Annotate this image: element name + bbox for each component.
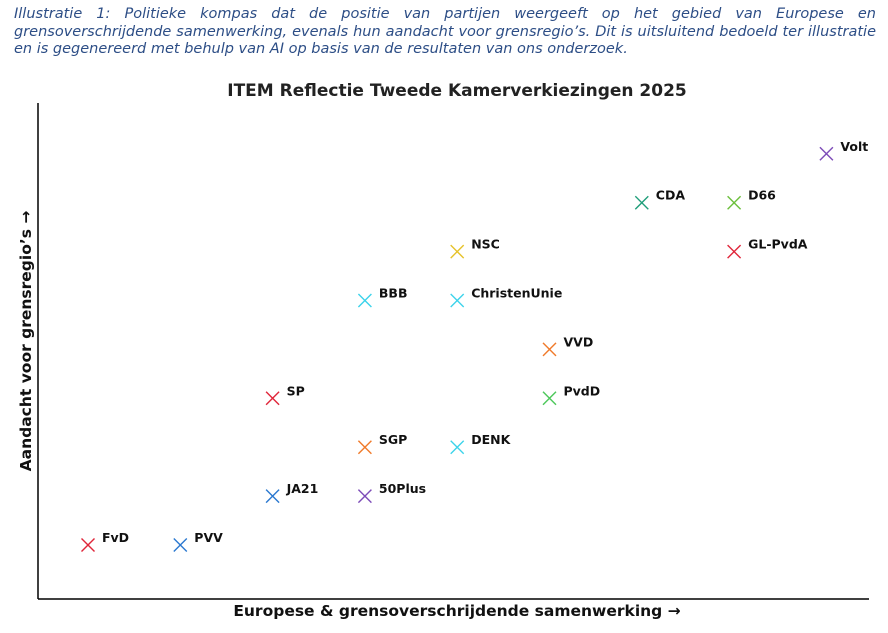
y-axis-label: Aandacht voor grensregio’s →: [17, 211, 35, 472]
point-label-denk: DENK: [471, 432, 511, 447]
chart-title: ITEM Reflectie Tweede Kamerverkiezingen …: [227, 81, 687, 101]
point-label-50plus: 50Plus: [379, 481, 426, 496]
point-label-christenunie: ChristenUnie: [471, 286, 562, 301]
point-marker-denk: [450, 440, 465, 455]
point-label-ja21: JA21: [286, 481, 319, 496]
point-marker-pvv: [173, 538, 188, 552]
point-marker-fvd: [81, 538, 95, 552]
point-marker-sp: [265, 391, 280, 406]
point-marker-volt: [819, 146, 834, 161]
point-label-cda: CDA: [656, 188, 686, 203]
figure-caption: Illustratie 1: Politieke kompas dat de p…: [14, 6, 876, 57]
point-marker-cda: [634, 195, 649, 210]
point-label-d66: D66: [748, 188, 776, 203]
point-label-pvv: PVV: [194, 530, 223, 545]
point-label-fvd: FvD: [102, 530, 129, 545]
point-marker-nsc: [450, 244, 465, 259]
point-marker-d66: [727, 195, 742, 210]
point-marker-pvdd: [542, 391, 557, 406]
point-marker-bbb: [357, 293, 372, 308]
point-label-vvd: VVD: [564, 334, 594, 349]
data-points: FvD PVV JA21 50Plus SGP DENK SP PvdD VVD BBB Chris…: [81, 139, 868, 552]
point-marker-50plus: [357, 489, 372, 504]
point-label-sgp: SGP: [379, 432, 407, 447]
point-marker-sgp: [357, 440, 372, 455]
point-label-nsc: NSC: [471, 237, 500, 252]
x-axis-label: Europese & grensoverschrijdende samenwer…: [233, 602, 680, 620]
point-marker-christenunie: [450, 293, 465, 308]
point-label-gl-pvda: GL-PvdA: [748, 237, 808, 252]
point-marker-gl-pvda: [727, 244, 742, 259]
point-label-pvdd: PvdD: [564, 383, 601, 398]
point-marker-vvd: [542, 342, 557, 357]
point-label-sp: SP: [287, 383, 305, 398]
point-label-volt: Volt: [840, 139, 868, 154]
point-marker-ja21: [265, 489, 280, 504]
point-label-bbb: BBB: [379, 286, 408, 301]
